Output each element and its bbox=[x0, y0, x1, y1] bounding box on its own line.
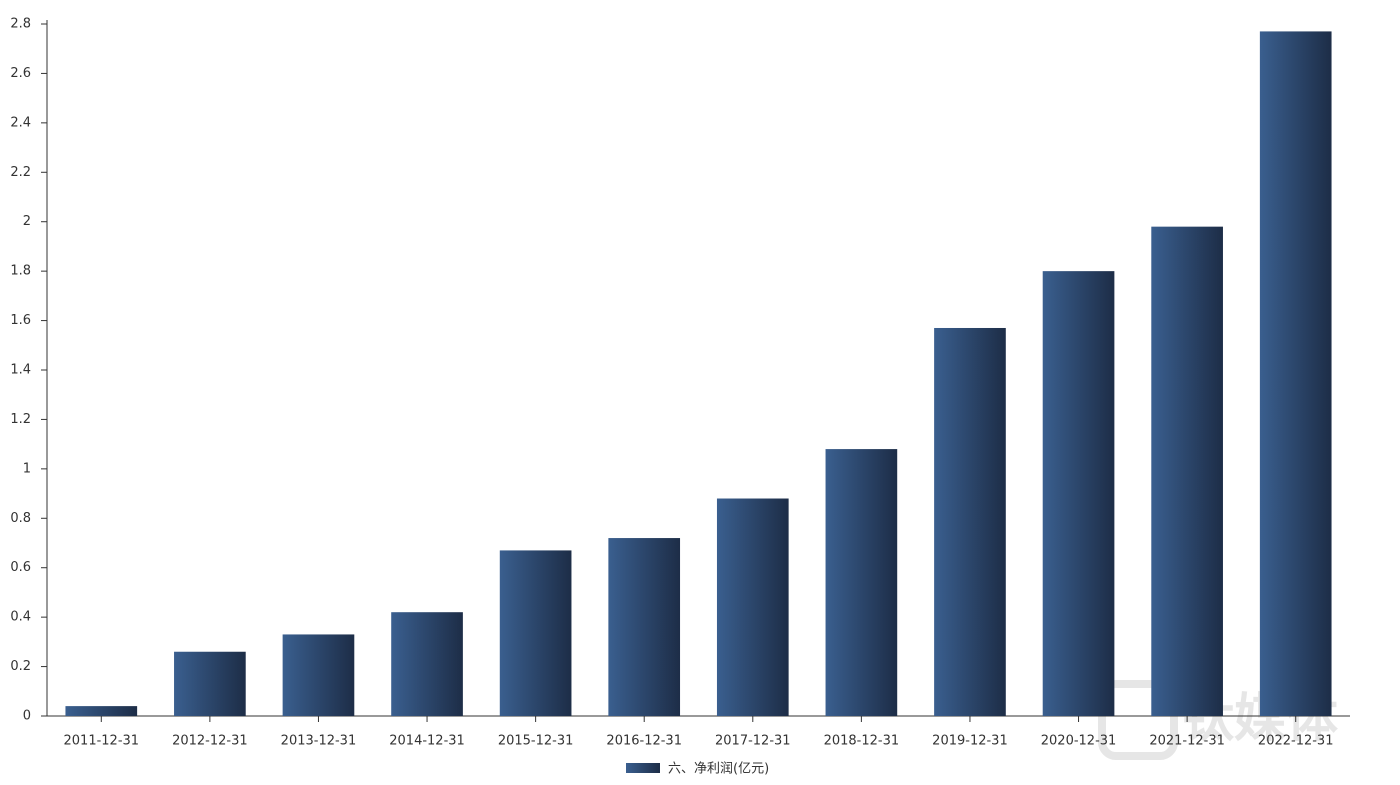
x-tick-label: 2019-12-31 bbox=[932, 734, 1008, 749]
x-tick-label: 2011-12-31 bbox=[64, 734, 140, 749]
x-tick-label: 2020-12-31 bbox=[1041, 734, 1117, 749]
x-tick-label: 2018-12-31 bbox=[824, 734, 900, 749]
bar bbox=[391, 612, 463, 716]
x-tick-label: 2015-12-31 bbox=[498, 734, 574, 749]
bar bbox=[934, 327, 1006, 716]
y-tick-label: 0 bbox=[23, 709, 31, 724]
legend-swatch bbox=[626, 763, 660, 773]
bar bbox=[1259, 31, 1332, 716]
y-tick-label: 1 bbox=[23, 461, 31, 476]
y-tick-label: 1.4 bbox=[10, 363, 31, 378]
bar bbox=[608, 538, 681, 716]
bar bbox=[716, 498, 789, 716]
x-tick-label: 2016-12-31 bbox=[606, 734, 682, 749]
x-tick-label: 2022-12-31 bbox=[1258, 734, 1334, 749]
x-tick-label: 2013-12-31 bbox=[281, 734, 357, 749]
x-tick-label: 2014-12-31 bbox=[389, 734, 465, 749]
bar bbox=[1151, 226, 1223, 716]
y-tick-label: 2 bbox=[23, 214, 31, 229]
y-tick-label: 0.8 bbox=[10, 511, 31, 526]
bar bbox=[499, 550, 572, 716]
bar bbox=[65, 706, 138, 716]
x-tick-label: 2017-12-31 bbox=[715, 734, 791, 749]
x-tick-label: 2012-12-31 bbox=[172, 734, 248, 749]
watermark-logo bbox=[1098, 680, 1178, 760]
legend-label: 六、净利润(亿元) bbox=[668, 762, 769, 777]
y-tick-label: 0.6 bbox=[10, 560, 31, 575]
y-tick-label: 2.6 bbox=[10, 66, 31, 81]
y-tick-label: 1.2 bbox=[10, 412, 31, 427]
x-tick-label: 2021-12-31 bbox=[1149, 734, 1225, 749]
y-tick-label: 1.6 bbox=[10, 313, 31, 328]
y-tick-label: 0.2 bbox=[10, 659, 31, 674]
y-tick-label: 2.8 bbox=[10, 17, 31, 32]
y-tick-label: 2.2 bbox=[10, 165, 31, 180]
bar bbox=[1042, 271, 1115, 716]
y-tick-label: 1.8 bbox=[10, 264, 31, 279]
bar bbox=[825, 449, 898, 716]
y-tick-label: 0.4 bbox=[10, 610, 31, 625]
bar bbox=[174, 651, 246, 716]
bar bbox=[282, 634, 355, 716]
y-tick-label: 2.4 bbox=[10, 115, 31, 130]
